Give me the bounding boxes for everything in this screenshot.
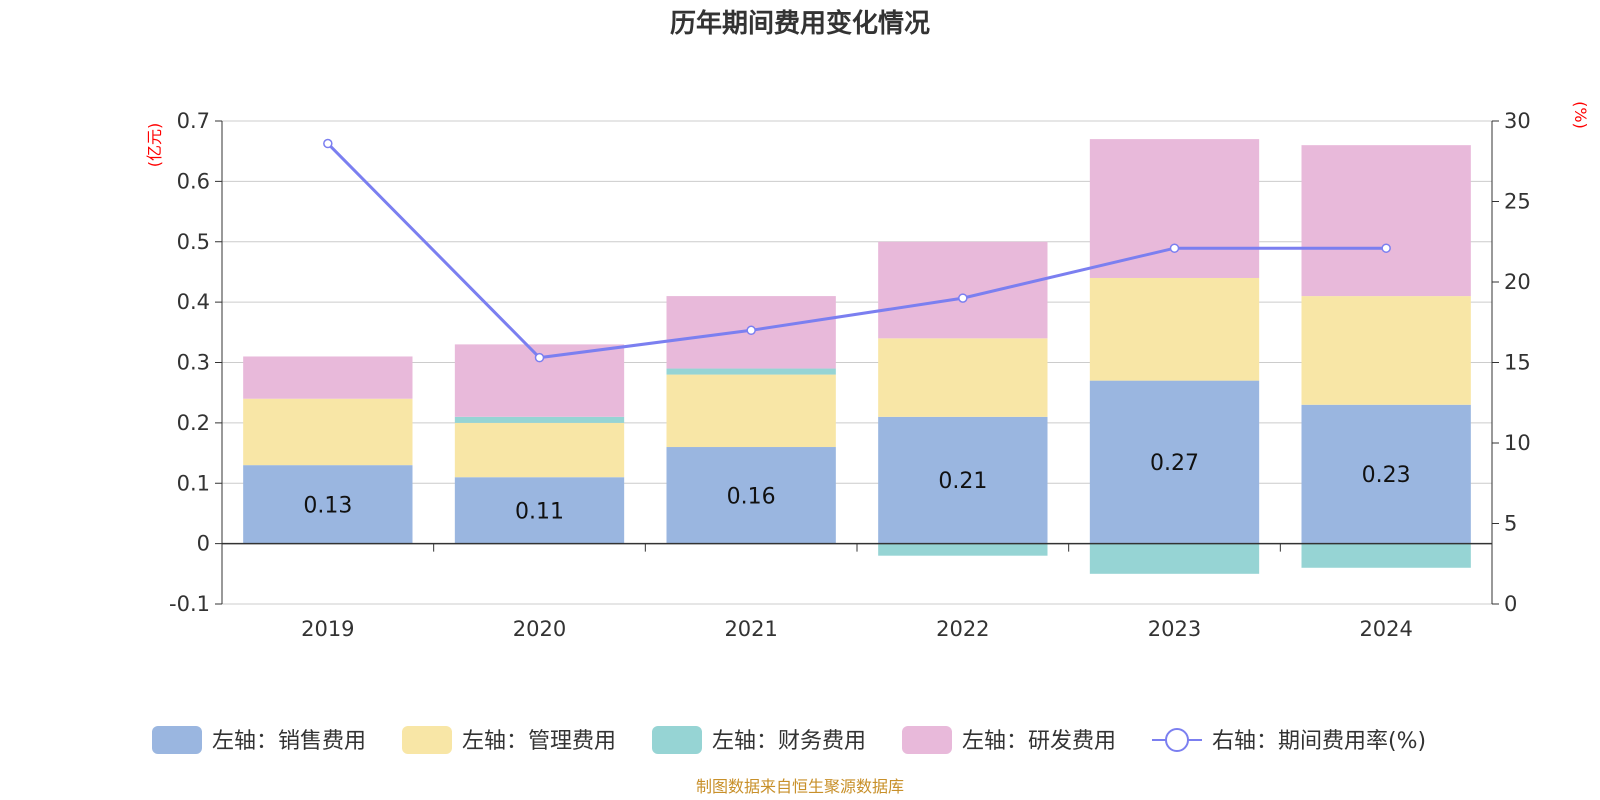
right-axis-tick-label: 15: [1504, 351, 1531, 375]
right-axis-tick-label: 10: [1504, 431, 1531, 455]
legend-swatch: [402, 726, 452, 754]
bar-group: [243, 139, 1471, 574]
left-axis-tick-label: 0.5: [177, 230, 210, 254]
right-axis-tick-label: 25: [1504, 190, 1531, 214]
rate-point: [1169, 243, 1180, 253]
x-axis-tick-label: 2023: [1148, 617, 1201, 641]
bar-segment: [243, 398, 413, 466]
rate-point: [1381, 243, 1391, 253]
left-axis-tick-label: 0.4: [177, 290, 210, 314]
bar-data-label: 0.11: [515, 499, 564, 524]
rate-line: [326, 142, 1387, 360]
left-axis-tick-label: 0.1: [177, 471, 210, 495]
bar-data-label: 0.23: [1362, 463, 1411, 488]
x-axis-tick-label: 2022: [936, 617, 989, 641]
legend: 左轴：销售费用 左轴：管理费用 左轴：财务费用 左轴：研发费用 右轴：期间费用率(%): [152, 726, 1426, 754]
left-axis-tick-label: -0.1: [169, 592, 210, 616]
left-axis-tick-label: 0: [197, 532, 210, 556]
bar-data-label: 0.27: [1150, 451, 1199, 476]
bar-segment: [878, 241, 1048, 339]
left-axis-unit: (亿元): [145, 123, 164, 168]
bar-segment: [878, 543, 1048, 556]
legend-swatch: [652, 726, 702, 754]
bar-segment: [666, 368, 836, 375]
bar-segment: [454, 477, 625, 544]
bar-segment: [454, 422, 625, 478]
bar-data-label: 0.21: [938, 469, 987, 494]
rate-point: [323, 138, 333, 149]
right-axis-tick-label: 30: [1504, 109, 1531, 133]
bar-segment: [243, 465, 413, 544]
bar-segment: [666, 447, 836, 544]
left-axis-tick-label: 0.2: [177, 411, 210, 435]
x-axis-tick-label: 2024: [1359, 617, 1412, 641]
legend-label: 右轴：期间费用率(%): [1212, 729, 1426, 754]
right-axis-tick-label: 0: [1504, 592, 1517, 616]
bar-segment: [666, 374, 836, 448]
bar-segment: [1301, 404, 1471, 544]
bar-data-label: 0.13: [303, 493, 352, 518]
right-axis-unit: (%): [1571, 101, 1590, 129]
chart-title: 历年期间费用变化情况: [670, 8, 930, 39]
bar-segment: [243, 356, 413, 399]
bar-segment: [878, 416, 1048, 544]
bar-segment: [1089, 543, 1260, 574]
right-axis-tick-label: 20: [1504, 270, 1531, 294]
bar-data-label: 0.16: [727, 484, 776, 509]
bar-segment: [454, 416, 625, 423]
rate-point: [746, 325, 756, 336]
source-note: 制图数据来自恒生聚源数据库: [696, 777, 904, 796]
axes: -0.1 0 0.1 0.2 0.3 0.4 0.5 0.6 0.7 0 5 10 15 20 25 30 20…: [169, 109, 1531, 641]
legend-label: 左轴：管理费用: [462, 729, 616, 754]
left-axis-tick-label: 0.3: [177, 351, 210, 375]
legend-label: 左轴：研发费用: [962, 729, 1116, 754]
bar-segment: [1301, 145, 1471, 297]
legend-swatch: [902, 726, 952, 754]
bar-segment: [1301, 543, 1471, 568]
bar-segment: [1089, 277, 1260, 381]
legend-label: 左轴：财务费用: [712, 729, 866, 754]
rate-point: [534, 352, 545, 363]
legend-swatch: [152, 726, 202, 754]
left-axis-tick-label: 0.7: [177, 109, 210, 133]
bar-segment: [1089, 139, 1260, 278]
bar-label-group: 0.13 0.11 0.16 0.21 0.27 0.23: [303, 451, 1410, 524]
x-axis-tick-label: 2021: [724, 617, 777, 641]
x-axis-tick-label: 2019: [301, 617, 354, 641]
left-axis-tick-label: 0.6: [177, 169, 210, 193]
bar-segment: [878, 338, 1048, 417]
legend-marker: [1165, 728, 1189, 752]
right-axis-tick-label: 5: [1504, 512, 1517, 536]
x-axis-tick-label: 2020: [513, 617, 566, 641]
bar-segment: [1301, 296, 1471, 405]
legend-label: 左轴：销售费用: [212, 729, 366, 754]
rate-line-group: [323, 138, 1391, 363]
rate-point: [958, 293, 968, 303]
bar-segment: [1089, 380, 1260, 544]
